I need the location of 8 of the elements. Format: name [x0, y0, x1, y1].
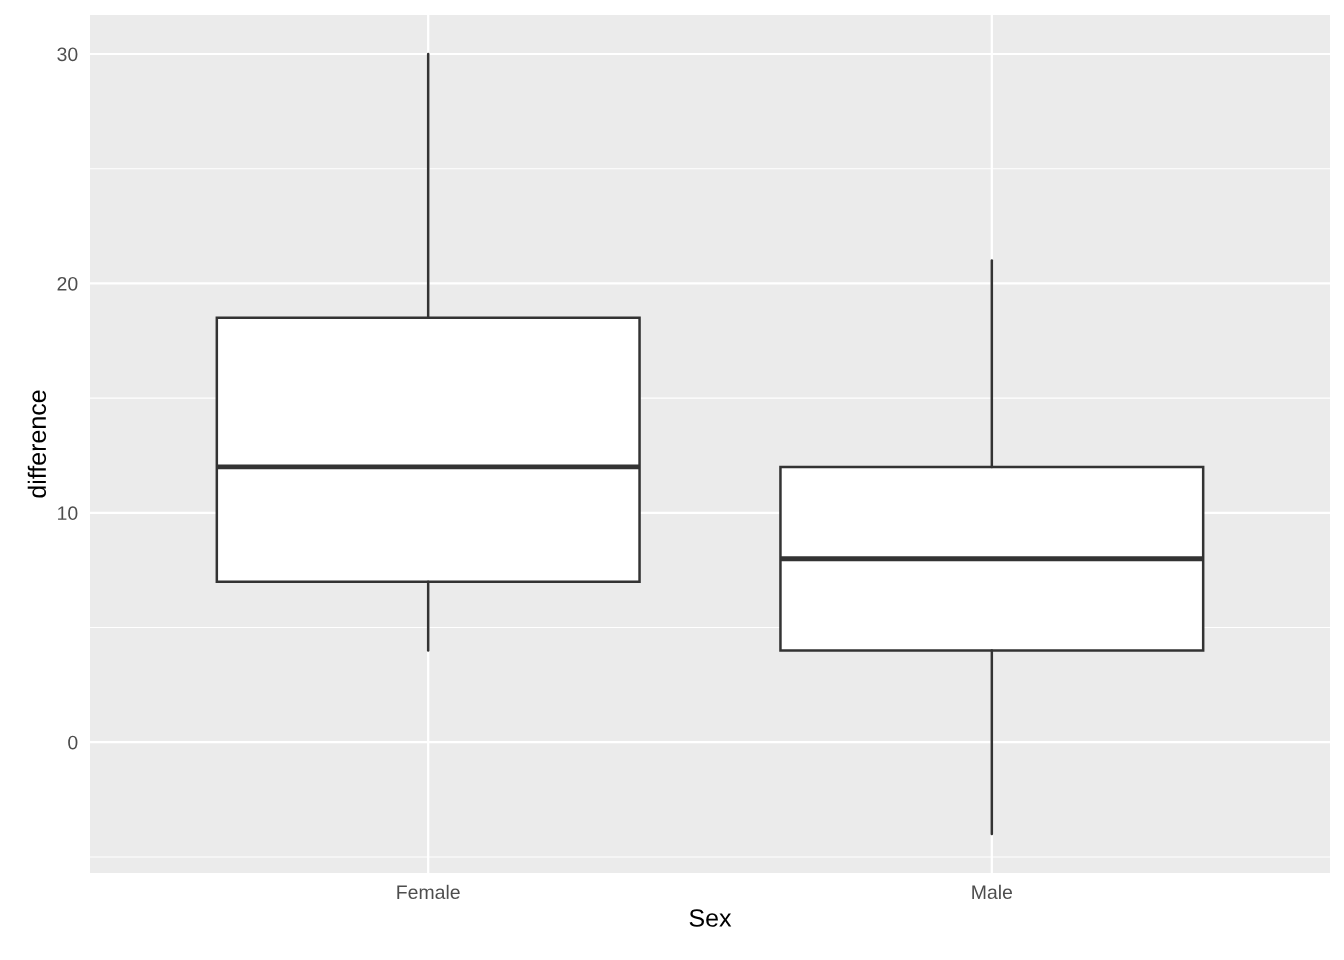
- x-tick-label: Female: [397, 884, 460, 900]
- y-tick-label: 20: [57, 276, 78, 291]
- x-tick-label: Male: [972, 884, 1013, 900]
- y-tick-label: 10: [58, 506, 78, 521]
- y-axis-title: difference: [27, 390, 47, 498]
- y-tick-label: 0: [68, 735, 78, 750]
- y-tick-label: 30: [57, 47, 78, 62]
- x-axis-title: Sex: [689, 909, 732, 927]
